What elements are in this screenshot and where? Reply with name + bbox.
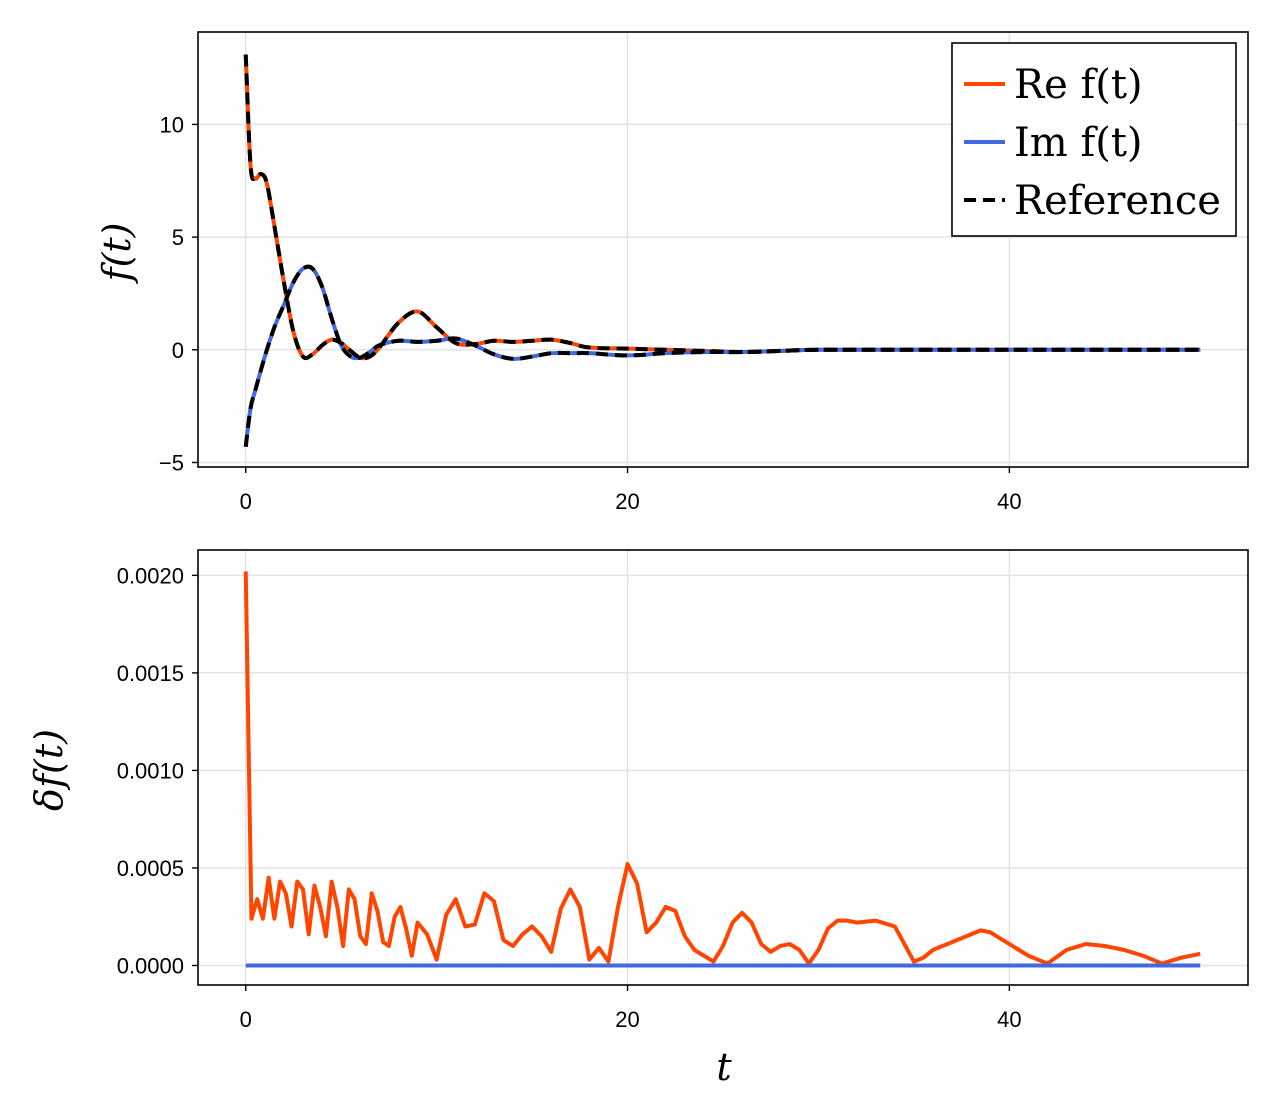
bottom-y-tick-label: 0.0015 (117, 661, 184, 686)
bottom-x-tick-label: 0 (240, 1007, 252, 1032)
bottom-y-tick-label: 0.0000 (117, 953, 184, 978)
legend-label-im: Im f(t) (1014, 120, 1143, 166)
top-tick-layer: 0 20 40 −5 0 5 10 (159, 112, 1022, 514)
bottom-x-tick-label: 40 (997, 1007, 1021, 1032)
bottom-x-axis-label: t (716, 1045, 732, 1089)
top-series-layer (243, 54, 1201, 447)
top-x-tick-label: 0 (240, 489, 252, 514)
bottom-x-tick-label: 20 (615, 1007, 639, 1032)
bottom-panel: 0 20 40 0.0000 0.0005 0.0010 0.0015 0.0020 δf(t… (27, 549, 1249, 1089)
top-y-tick-label: 0 (172, 338, 184, 363)
legend-label-re: Re f(t) (1014, 62, 1143, 108)
bottom-grid (198, 550, 1248, 985)
top-panel: 0 20 40 −5 0 5 10 f(t) Re f(t) Im f(t) Referen… (95, 31, 1249, 514)
bottom-y-tick-label: 0.0020 (117, 563, 184, 588)
legend-box (951, 42, 1237, 237)
bottom-y-axis-label: δf(t) (27, 729, 71, 811)
top-series-reference-im (243, 264, 1201, 447)
top-y-tick-label: 10 (160, 112, 184, 137)
bottom-y-tick-label: 0.0005 (117, 856, 184, 881)
legend: Re f(t) Im f(t) Reference (951, 42, 1237, 237)
bottom-axes-frame (197, 549, 1249, 986)
top-series-im-f-t (243, 264, 1201, 447)
top-y-tick-label: 5 (172, 225, 184, 250)
top-axes-frame (197, 31, 1249, 468)
top-x-tick-label: 20 (615, 489, 639, 514)
bottom-tick-layer: 0 20 40 0.0000 0.0005 0.0010 0.0015 0.0020 (117, 563, 1022, 1032)
top-y-axis-label: f(t) (95, 223, 139, 285)
top-x-tick-label: 40 (997, 489, 1021, 514)
bottom-series-re-f-t (243, 571, 1201, 966)
bottom-series-layer (243, 571, 1201, 968)
legend-label-reference: Reference (1014, 178, 1221, 224)
bottom-y-tick-label: 0.0010 (117, 758, 184, 783)
top-y-tick-label: −5 (159, 450, 184, 475)
